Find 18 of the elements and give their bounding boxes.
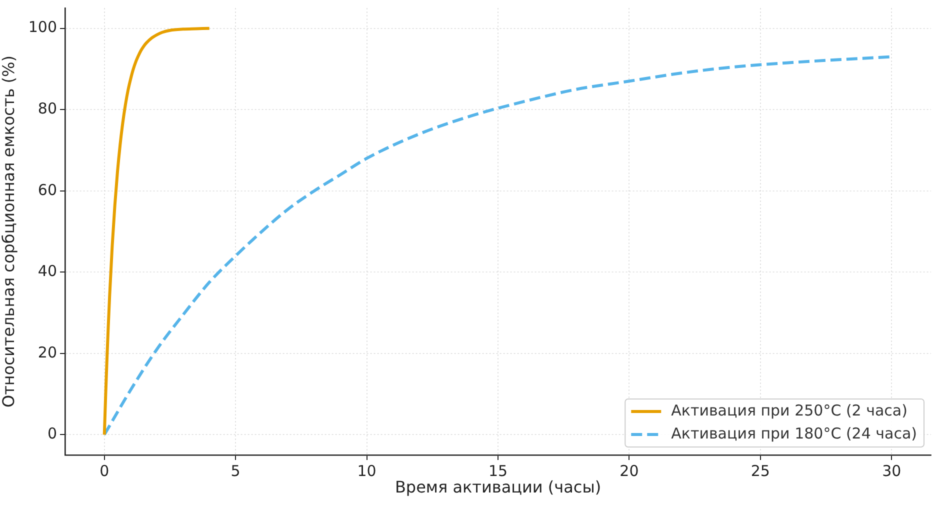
y-tick-label: 20 <box>38 343 57 362</box>
x-tick-label: 5 <box>230 462 240 480</box>
x-tick-label: 0 <box>100 462 110 480</box>
y-axis-title: Относительная сорбционная емкость (%) <box>0 56 18 408</box>
x-tick-label: 10 <box>357 462 376 480</box>
x-tick-label: 25 <box>750 462 770 480</box>
line-series <box>102 26 211 436</box>
x-tick-label: 20 <box>620 462 639 480</box>
x-tick-label: 30 <box>882 462 902 480</box>
x-tick-label: 15 <box>488 462 508 480</box>
y-tick-label: 80 <box>38 99 57 118</box>
legend-label: Активация при 250°C (2 часа) <box>671 401 908 420</box>
x-axis-title: Время активации (часы) <box>394 478 602 497</box>
y-tick-label: 100 <box>28 18 57 36</box>
legend-label: Активация при 180°C (24 часа) <box>671 424 917 442</box>
y-tick-label: 40 <box>38 262 57 280</box>
y-tick-label: 0 <box>47 424 57 443</box>
y-tick-label: 60 <box>38 180 57 199</box>
